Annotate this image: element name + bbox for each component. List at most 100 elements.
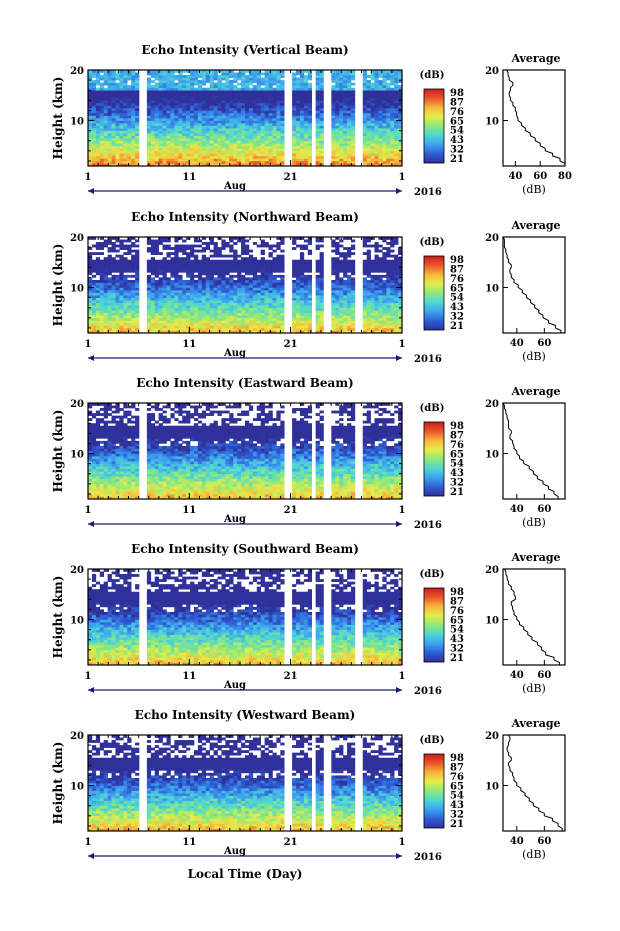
heatmap-cell bbox=[150, 290, 156, 293]
heatmap-cell bbox=[264, 300, 269, 303]
heatmap-cell bbox=[264, 85, 269, 88]
heatmap-cell bbox=[115, 110, 120, 114]
heatmap-cell bbox=[331, 297, 336, 301]
heatmap-cell bbox=[178, 105, 183, 109]
panel-2: Echo Intensity (Northward Beam)1 11 21 1201… bbox=[51, 210, 566, 365]
heatmap-cell bbox=[190, 317, 195, 321]
heatmap-cell bbox=[296, 70, 301, 73]
heatmap-cell bbox=[154, 145, 159, 149]
heatmap-cell bbox=[213, 150, 218, 154]
heatmap-cell bbox=[162, 274, 167, 278]
heatmap-cell bbox=[135, 75, 140, 78]
heatmap-cell bbox=[374, 264, 379, 268]
heatmap-cell bbox=[178, 269, 183, 273]
heatmap-cell bbox=[182, 257, 187, 261]
heatmap-cell bbox=[186, 312, 191, 316]
heatmap-cell bbox=[339, 102, 344, 106]
heatmap-cell bbox=[292, 153, 297, 157]
heatmap-cell bbox=[111, 295, 116, 298]
heatmap-cell bbox=[390, 310, 395, 314]
heatmap-cell bbox=[386, 307, 391, 311]
heatmap-cell bbox=[209, 102, 214, 106]
heatmap-cell bbox=[394, 92, 399, 96]
heatmap-cell bbox=[201, 120, 207, 124]
heatmap-cell bbox=[99, 135, 104, 139]
heatmap-cell bbox=[382, 267, 387, 271]
heatmap-cell bbox=[131, 295, 136, 298]
heatmap-cell bbox=[248, 307, 254, 311]
heatmap-cell bbox=[350, 97, 356, 101]
heatmap-cell bbox=[331, 87, 336, 91]
heatmap-cell bbox=[347, 120, 352, 124]
heatmap-cell bbox=[335, 302, 340, 306]
heatmap-cell bbox=[386, 148, 391, 152]
heatmap-cell bbox=[386, 70, 391, 73]
heatmap-cell bbox=[398, 160, 403, 164]
heatmap-cell bbox=[335, 282, 340, 286]
heatmap-cell bbox=[209, 315, 214, 319]
colorbar-tick-label: 76 bbox=[450, 107, 464, 118]
heatmap-cell bbox=[95, 264, 101, 268]
heatmap-cell bbox=[390, 290, 395, 293]
heatmap-cell bbox=[182, 153, 187, 157]
heatmap-cell bbox=[374, 297, 379, 301]
heatmap-cell bbox=[319, 87, 324, 91]
heatmap-cell bbox=[378, 107, 383, 111]
heatmap-cell bbox=[178, 279, 183, 283]
heatmap-cell bbox=[213, 120, 218, 124]
heatmap-cell bbox=[190, 100, 195, 104]
heatmap-cell bbox=[107, 80, 112, 83]
heatmap-cell bbox=[252, 97, 258, 101]
heatmap-cell bbox=[394, 254, 399, 258]
heatmap-cell bbox=[280, 138, 285, 142]
heatmap-cell bbox=[193, 262, 199, 266]
heatmap-cell bbox=[158, 317, 163, 321]
heatmap-cell bbox=[201, 282, 207, 286]
heatmap-cell bbox=[276, 130, 281, 134]
heatmap-cell bbox=[264, 138, 269, 142]
heatmap-cell bbox=[111, 290, 116, 293]
heatmap-cell bbox=[88, 128, 93, 131]
heatmap-cell bbox=[366, 143, 371, 147]
heatmap-cell bbox=[390, 87, 395, 91]
heatmap-cell bbox=[390, 118, 395, 121]
heatmap-cell bbox=[299, 118, 305, 121]
heatmap-cell bbox=[158, 140, 163, 144]
heatmap-cell bbox=[382, 145, 387, 149]
heatmap-cell bbox=[166, 77, 171, 81]
heatmap-cell bbox=[91, 302, 97, 306]
heatmap-cell bbox=[123, 123, 128, 126]
heatmap-cell bbox=[150, 160, 156, 164]
heatmap-cell bbox=[174, 128, 179, 131]
heatmap-cell bbox=[248, 70, 254, 73]
heatmap-cell bbox=[135, 297, 140, 301]
heatmap-cell bbox=[162, 264, 167, 268]
heatmap-cell bbox=[154, 112, 159, 116]
heatmap-cell bbox=[150, 150, 156, 154]
heatmap-cell bbox=[190, 75, 195, 78]
heatmap-cell bbox=[292, 305, 297, 309]
heatmap-cell bbox=[182, 295, 187, 298]
heatmap-cell bbox=[252, 269, 258, 273]
heatmap-cell bbox=[88, 90, 93, 94]
heatmap-cell bbox=[115, 125, 120, 129]
heatmap-cell bbox=[382, 264, 387, 268]
heatmap-cell bbox=[186, 315, 191, 319]
heatmap-cell bbox=[237, 163, 242, 167]
heatmap-cell bbox=[127, 264, 132, 268]
heatmap-cell bbox=[331, 315, 336, 319]
heatmap-cell bbox=[115, 150, 120, 154]
heatmap-cell bbox=[229, 269, 234, 273]
heatmap-cell bbox=[252, 307, 258, 311]
heatmap-cell bbox=[319, 305, 324, 309]
heatmap-cell bbox=[150, 133, 156, 136]
heatmap-cell bbox=[131, 287, 136, 291]
heatmap-cell bbox=[135, 107, 140, 111]
heatmap-cell bbox=[229, 145, 234, 149]
heatmap-cell bbox=[280, 118, 285, 121]
heatmap-cell bbox=[268, 135, 273, 139]
heatmap-cell bbox=[201, 327, 207, 331]
heatmap-cell bbox=[135, 87, 140, 91]
heatmap-cell bbox=[343, 140, 348, 144]
heatmap-cell bbox=[303, 75, 309, 78]
